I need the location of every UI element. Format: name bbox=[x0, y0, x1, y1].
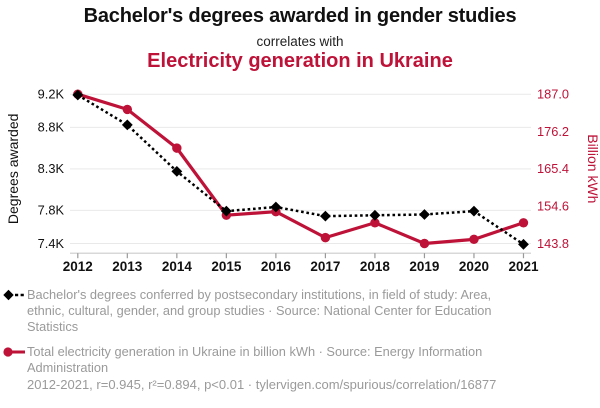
left-tick-label: 8.8K bbox=[38, 120, 65, 135]
x-tick-label: 2021 bbox=[508, 259, 539, 274]
dual-axis-line-chart: 2012 2013 2014 2015 2016 2017 2018 2019 2020 2021… bbox=[5, 87, 600, 275]
x-tick-label: 2019 bbox=[409, 259, 439, 274]
right-tick-label: 165.4 bbox=[537, 161, 569, 176]
left-axis-title: Degrees awarded bbox=[5, 114, 21, 225]
degrees-marker bbox=[468, 205, 480, 217]
x-tick-label: 2013 bbox=[112, 259, 143, 274]
diamond-icon bbox=[3, 289, 14, 301]
left-tick-label: 7.8K bbox=[38, 203, 65, 218]
left-tick-label: 9.2K bbox=[38, 87, 65, 102]
legend: Bachelor's degrees conferred by postseco… bbox=[3, 287, 575, 377]
page-title: Bachelor's degrees awarded in gender stu… bbox=[83, 5, 517, 27]
electricity-marker bbox=[370, 218, 380, 228]
electricity-marker bbox=[172, 143, 182, 153]
x-tick-label: 2018 bbox=[360, 259, 391, 274]
right-tick-label: 187.0 bbox=[537, 87, 569, 102]
circle-icon bbox=[3, 347, 13, 357]
electricity-marker bbox=[419, 238, 430, 249]
electricity-series-line bbox=[77, 92, 524, 246]
x-tick-label: 2015 bbox=[211, 259, 242, 274]
legend-text-degrees: Bachelor's degrees conferred by postseco… bbox=[27, 287, 492, 335]
degrees-marker bbox=[270, 201, 282, 213]
degrees-marker bbox=[369, 209, 381, 221]
degrees-marker bbox=[419, 209, 430, 220]
electricity-marker bbox=[122, 104, 133, 115]
footer-stats: 2012-2021, r=0.945, r²=0.894, p<0.01 · t… bbox=[27, 377, 497, 392]
x-tick-label: 2012 bbox=[63, 259, 93, 274]
degrees-marker bbox=[220, 205, 232, 217]
legend-text-electricity: Total electricity generation in Ukraine … bbox=[27, 344, 483, 376]
black-diamond-dashed-icon bbox=[3, 289, 25, 301]
right-axis-title: Billion kWh bbox=[585, 134, 600, 203]
degrees-marker bbox=[121, 119, 133, 131]
correlates-with-text: correlates with bbox=[256, 34, 344, 49]
right-tick-label: 176.2 bbox=[537, 124, 569, 139]
right-tick-label: 154.6 bbox=[537, 198, 569, 213]
degrees-marker bbox=[518, 238, 529, 250]
red-circle-solid-icon bbox=[3, 347, 25, 357]
left-tick-label: 8.3K bbox=[38, 161, 65, 176]
x-tick-label: 2014 bbox=[162, 259, 193, 274]
electricity-marker bbox=[469, 234, 479, 245]
right-tick-label: 143.8 bbox=[537, 236, 569, 251]
x-tick-label: 2016 bbox=[261, 259, 292, 274]
legend-item-degrees: Bachelor's degrees conferred by postseco… bbox=[3, 287, 575, 335]
x-tick-label: 2020 bbox=[459, 259, 489, 274]
degrees-marker bbox=[72, 89, 84, 101]
electricity-marker bbox=[518, 218, 529, 228]
degrees-series-line bbox=[77, 93, 525, 246]
subtitle-red: Electricity generation in Ukraine bbox=[147, 50, 453, 72]
electricity-marker bbox=[320, 232, 331, 243]
degrees-marker bbox=[320, 210, 331, 222]
x-tick-label: 2017 bbox=[310, 259, 340, 274]
left-tick-label: 7.4K bbox=[38, 236, 65, 251]
legend-item-electricity: Total electricity generation in Ukraine … bbox=[3, 344, 575, 376]
degrees-marker bbox=[171, 165, 183, 177]
